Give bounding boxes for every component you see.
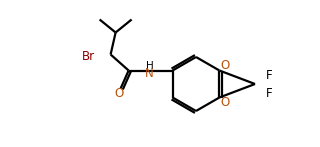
Text: O: O (221, 96, 230, 109)
Text: F: F (266, 69, 272, 81)
Text: N: N (145, 67, 154, 80)
Text: H: H (146, 61, 154, 71)
Text: F: F (266, 86, 272, 100)
Text: O: O (114, 87, 123, 100)
Text: Br: Br (82, 50, 95, 63)
Text: O: O (221, 59, 230, 72)
